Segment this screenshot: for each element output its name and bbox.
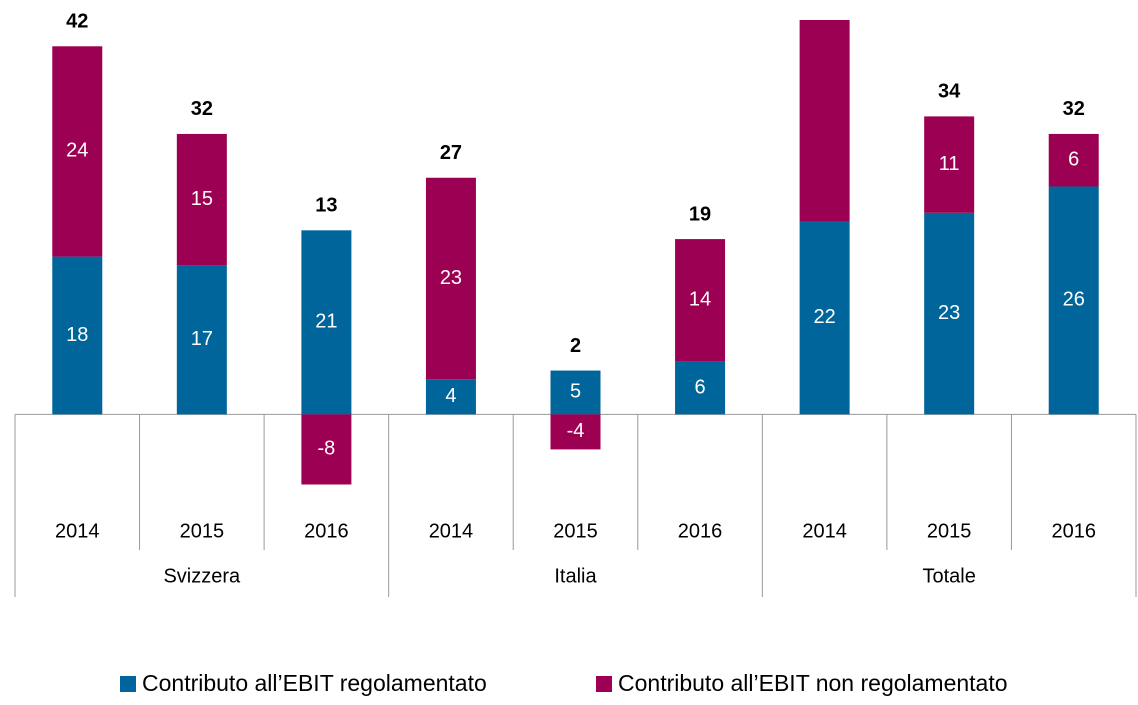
x-tick-label: 2015 xyxy=(180,520,225,542)
total-label: 13 xyxy=(315,195,337,217)
bar-segment xyxy=(550,414,601,450)
total-label: 19 xyxy=(689,203,711,225)
data-label: 5 xyxy=(570,381,581,403)
bar-segment xyxy=(1048,133,1099,187)
group-label: Svizzera xyxy=(163,565,241,587)
x-tick-label: 2014 xyxy=(802,520,847,542)
x-tick-label: 2016 xyxy=(304,520,349,542)
total-label: 32 xyxy=(1063,98,1085,120)
data-label: 6 xyxy=(1068,148,1079,170)
data-label: 22 xyxy=(813,306,835,328)
total-label: 2 xyxy=(570,335,581,357)
data-label: 6 xyxy=(694,376,705,398)
data-label: 24 xyxy=(66,140,88,162)
data-label: 4 xyxy=(445,385,456,407)
legend-swatch xyxy=(120,676,136,692)
bar-segment xyxy=(301,230,352,415)
group-label: Totale xyxy=(922,565,975,587)
legend-label: Contributo all’EBIT regolamentato xyxy=(142,670,487,696)
bar-segment xyxy=(425,379,476,415)
total-label: 32 xyxy=(191,98,213,120)
x-tick-label: 2016 xyxy=(1051,520,1096,542)
bar-segment xyxy=(924,212,975,415)
data-label: 15 xyxy=(191,188,213,210)
data-label: 17 xyxy=(191,328,213,350)
x-tick-label: 2015 xyxy=(553,520,598,542)
total-label: 42 xyxy=(66,11,88,33)
data-label: 23 xyxy=(938,302,960,324)
bar-segment xyxy=(799,20,850,222)
bar-segment xyxy=(675,361,726,415)
bar-segment xyxy=(52,256,103,415)
group-label: Italia xyxy=(554,565,597,587)
legend-swatch xyxy=(596,676,612,692)
data-label: 14 xyxy=(689,289,711,311)
bar-segment xyxy=(425,177,476,380)
data-label: -4 xyxy=(567,420,585,442)
legend-label: Contributo all’EBIT non regolamentato xyxy=(618,670,1008,696)
x-tick-label: 2015 xyxy=(927,520,972,542)
bar-segment xyxy=(799,221,850,415)
data-label: -8 xyxy=(317,438,335,460)
bar-segment xyxy=(176,133,227,266)
x-tick-label: 2016 xyxy=(678,520,723,542)
data-label: 26 xyxy=(1063,289,1085,311)
bar-segment xyxy=(675,239,726,362)
total-label: 34 xyxy=(938,81,961,103)
total-label: 27 xyxy=(440,142,462,164)
data-label: 18 xyxy=(66,324,88,346)
bar-segment xyxy=(52,46,103,257)
data-label: 11 xyxy=(939,153,960,175)
x-tick-label: 2014 xyxy=(429,520,474,542)
bar-segment xyxy=(176,265,227,415)
data-label: 21 xyxy=(315,311,337,333)
bar-segment xyxy=(550,370,601,415)
bar-segment xyxy=(1048,186,1099,415)
x-tick-label: 2014 xyxy=(55,520,100,542)
data-label: 23 xyxy=(440,267,462,289)
bar-segment xyxy=(924,116,975,213)
bar-segment xyxy=(301,414,352,485)
